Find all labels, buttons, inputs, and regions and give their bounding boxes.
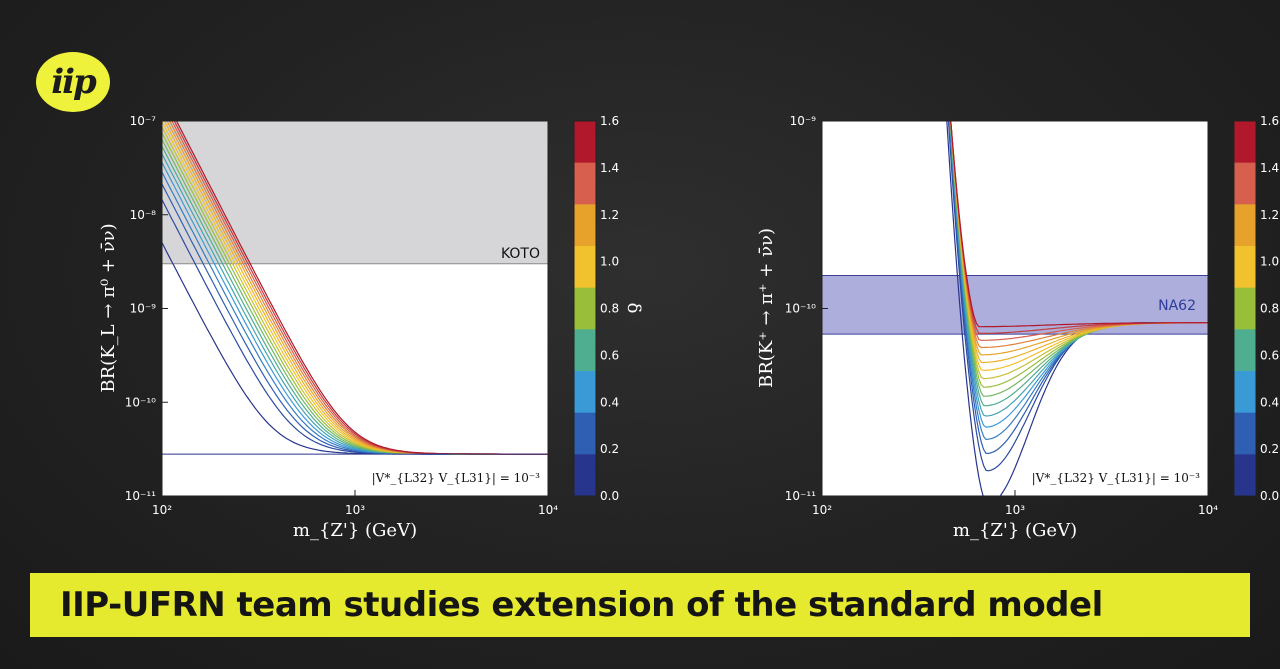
colorbar-tick-label: 0.0: [1260, 489, 1279, 503]
colorbar-segment: [1234, 204, 1256, 247]
annotation-right: |V*_{L32} V_{L31}| = 10⁻³: [1032, 471, 1201, 485]
curves-left: [162, 121, 548, 455]
y-tick-label: 10⁻⁸: [130, 208, 157, 222]
colorbar-segment: [1234, 162, 1256, 205]
colorbar-right: 1.6 1.4 1.2 1.0 0.8 0.6 0.4 0.2 0.0: [1233, 114, 1279, 503]
colorbar-tick-label: 1.4: [600, 161, 619, 175]
colorbar-tick-label: 0.6: [1260, 348, 1279, 362]
colorbar-tick-label: 0.4: [1260, 395, 1279, 409]
y-tick-label: 10⁻¹⁰: [125, 395, 156, 409]
y-tick-label: 10⁻⁹: [790, 114, 817, 128]
colorbar-frame: [573, 120, 597, 497]
colorbar-tick-label: 0.0: [600, 489, 619, 503]
colorbar-tick-label: 1.0: [600, 255, 619, 269]
colorbar-segment: [1234, 246, 1256, 289]
colorbar-segment: [574, 204, 596, 247]
colorbar-segment: [1234, 121, 1256, 164]
xlabel-right: m_{Z'} (GeV): [953, 520, 1077, 541]
colorbar-segment: [1234, 412, 1256, 455]
colorbar-left: 1.6 1.4 1.2 1.0 0.8 0.6 0.4 0.2 0.0: [573, 114, 619, 503]
colorbar-segment: [574, 412, 596, 455]
logo-text: iip: [51, 62, 97, 102]
x-tick-label: 10³: [1005, 503, 1025, 517]
ylabel-left: BR(K_L → π⁰ + ν̄ν): [98, 223, 119, 392]
colorbar-segment: [1234, 329, 1256, 372]
x-tick-label: 10⁴: [1198, 503, 1218, 517]
colorbar-segment: [1234, 287, 1256, 330]
colorbar-tick-label: 1.2: [600, 208, 619, 222]
headline-banner: IIP-UFRN team studies extension of the s…: [30, 573, 1250, 637]
ticks-left: 10² 10³ 10⁴ 10⁻⁷ 10⁻⁸ 10⁻⁹ 10⁻¹⁰ 10⁻¹¹: [125, 114, 558, 517]
y-tick-label: 10⁻¹⁰: [785, 302, 816, 316]
colorbar-tick-label: 0.8: [1260, 302, 1279, 316]
na62-label: NA62: [1158, 298, 1196, 314]
colorbar-tick-label: 0.8: [600, 302, 619, 316]
colorbar-tick-label: 0.2: [600, 442, 619, 456]
y-tick-label: 10⁻⁷: [130, 114, 157, 128]
colorbar-segment: [574, 287, 596, 330]
colorbar-segment: [574, 246, 596, 289]
na62-band: [822, 275, 1208, 335]
annotation-left: |V*_{L32} V_{L31}| = 10⁻³: [372, 471, 541, 485]
x-tick-label: 10²: [152, 503, 172, 517]
headline-text: IIP-UFRN team studies extension of the s…: [60, 585, 1103, 625]
koto-label: KOTO: [501, 246, 540, 262]
y-tick-label: 10⁻⁹: [130, 302, 157, 316]
ylabel-right: BR(K⁺ → π⁺ + ν̄ν): [756, 228, 777, 388]
colorbar-label: δ: [623, 303, 644, 314]
x-tick-label: 10²: [812, 503, 832, 517]
colorbar-segment: [574, 121, 596, 164]
series-curve: [950, 121, 1208, 328]
colorbar-tick-label: 0.4: [600, 395, 619, 409]
colorbar-segment: [574, 371, 596, 414]
koto-band: [162, 121, 548, 264]
colorbar-segment: [574, 454, 596, 497]
colorbar-tick-label: 1.0: [1260, 255, 1279, 269]
colorbar-segment: [574, 329, 596, 372]
xlabel-left: m_{Z'} (GeV): [293, 520, 417, 541]
chart-left: KOTO |V*_{L32} V_{L31}| = 10⁻³ 10² 10³ 10⁴…: [98, 114, 558, 541]
colorbar-tick-label: 0.2: [1260, 442, 1279, 456]
ticks-right: 10² 10³ 10⁴ 10⁻⁹ 10⁻¹⁰ 10⁻¹¹: [785, 114, 1218, 517]
curves-right: [946, 121, 1208, 496]
colorbar-segment: [574, 162, 596, 205]
x-tick-label: 10³: [345, 503, 365, 517]
colorbar-segment: [1234, 371, 1256, 414]
colorbar-segment: [1234, 454, 1256, 497]
colorbar-tick-label: 1.6: [600, 114, 619, 128]
colorbar-tick-label: 1.4: [1260, 161, 1279, 175]
iip-logo: iip: [36, 52, 110, 112]
y-tick-label: 10⁻¹¹: [125, 489, 156, 503]
chart-right: NA62 |V*_{L32} V_{L31}| = 10⁻³ 10² 10³ 10⁴…: [756, 114, 1218, 541]
colorbar-tick-label: 1.6: [1260, 114, 1279, 128]
x-tick-label: 10⁴: [538, 503, 558, 517]
y-tick-label: 10⁻¹¹: [785, 489, 816, 503]
colorbar-tick-label: 0.6: [600, 348, 619, 362]
colorbar-frame: [1233, 120, 1257, 497]
colorbar-tick-label: 1.2: [1260, 208, 1279, 222]
